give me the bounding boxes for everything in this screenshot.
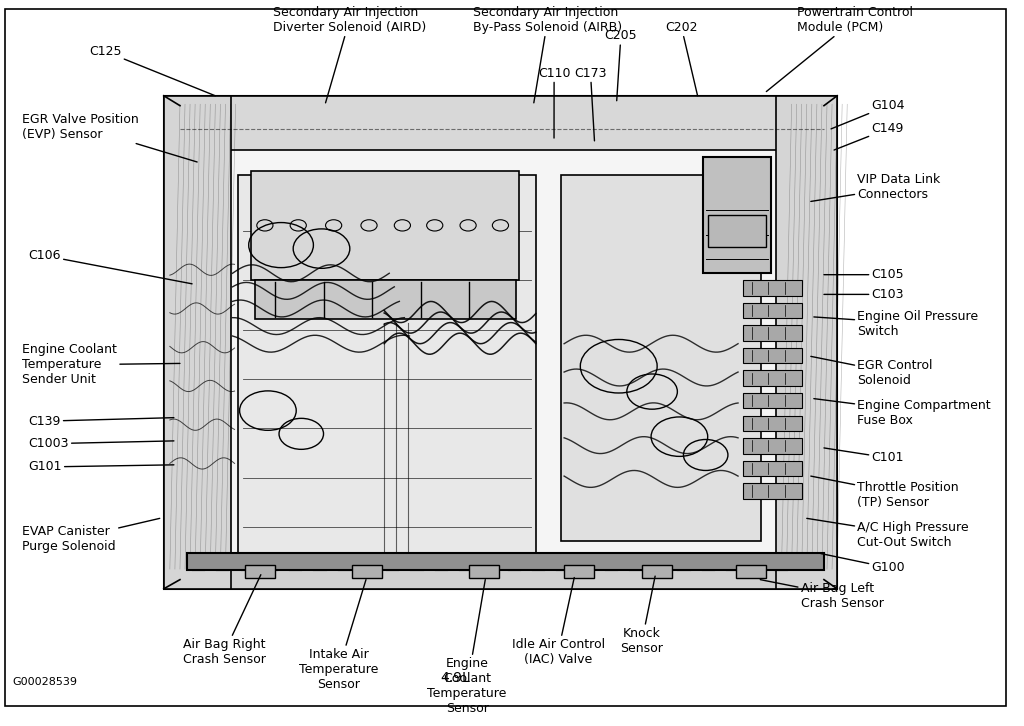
Text: Engine Compartment
Fuse Box: Engine Compartment Fuse Box [814, 399, 991, 427]
Bar [743, 280, 802, 295]
Bar [238, 175, 536, 555]
Text: C202: C202 [666, 21, 697, 96]
Text: Intake Air
Temperature
Sensor: Intake Air Temperature Sensor [299, 579, 379, 691]
Bar [743, 415, 802, 431]
Bar [743, 483, 802, 499]
Bar [164, 96, 230, 589]
Text: C110: C110 [538, 67, 570, 138]
Bar [642, 565, 673, 577]
Text: G00028539: G00028539 [12, 677, 77, 688]
Text: Throttle Position
(TP) Sensor: Throttle Position (TP) Sensor [811, 476, 958, 509]
Bar [743, 325, 802, 341]
Text: C106: C106 [29, 249, 193, 284]
Text: G104: G104 [831, 99, 905, 129]
Text: Engine Coolant
Temperature
Sender Unit: Engine Coolant Temperature Sender Unit [23, 343, 180, 386]
Text: C103: C103 [824, 288, 904, 301]
Bar [245, 565, 275, 577]
Text: EGR Valve Position
(EVP) Sensor: EGR Valve Position (EVP) Sensor [23, 113, 198, 162]
Bar [743, 348, 802, 364]
Bar [702, 157, 771, 273]
Text: C205: C205 [604, 29, 637, 101]
Text: Air Bag Left
Crash Sensor: Air Bag Left Crash Sensor [760, 579, 884, 610]
Bar [164, 563, 837, 589]
Bar [776, 96, 837, 589]
Text: Knock
Sensor: Knock Sensor [621, 576, 664, 655]
Text: G101: G101 [29, 460, 174, 473]
Polygon shape [180, 106, 824, 579]
Text: C125: C125 [89, 45, 215, 96]
Text: C149: C149 [835, 123, 904, 150]
Bar [743, 370, 802, 386]
Text: Powertrain Control
Module (PCM): Powertrain Control Module (PCM) [766, 6, 912, 91]
Bar [743, 460, 802, 476]
Text: C139: C139 [29, 415, 174, 428]
Bar [251, 171, 518, 280]
Bar [187, 553, 824, 571]
Text: 4.9L: 4.9L [440, 672, 470, 685]
Bar [743, 303, 802, 318]
Bar [743, 438, 802, 454]
Text: Secondary Air Injection
Diverter Solenoid (AIRD): Secondary Air Injection Diverter Solenoi… [273, 6, 426, 103]
Text: G100: G100 [821, 553, 905, 574]
Text: Engine
Coolant
Temperature
Sensor: Engine Coolant Temperature Sensor [427, 579, 507, 715]
Bar [352, 565, 382, 577]
Bar [736, 565, 766, 577]
Bar [564, 565, 595, 577]
Text: A/C High Pressure
Cut-Out Switch: A/C High Pressure Cut-Out Switch [807, 518, 969, 550]
Bar [708, 215, 766, 247]
Text: Air Bag Right
Crash Sensor: Air Bag Right Crash Sensor [183, 575, 266, 666]
Text: Idle Air Control
(IAC) Valve: Idle Air Control (IAC) Valve [512, 577, 604, 666]
Bar [743, 393, 802, 409]
Text: Secondary Air Injection
By-Pass Solenoid (AIRB): Secondary Air Injection By-Pass Solenoid… [473, 6, 623, 103]
Polygon shape [164, 96, 837, 589]
Text: C101: C101 [824, 448, 904, 465]
Text: EVAP Canister
Purge Solenoid: EVAP Canister Purge Solenoid [23, 518, 160, 553]
Bar [561, 175, 761, 541]
Text: C1003: C1003 [29, 437, 174, 450]
Text: Engine Oil Pressure
Switch: Engine Oil Pressure Switch [814, 310, 979, 338]
Text: VIP Data Link
Connectors: VIP Data Link Connectors [811, 174, 941, 201]
Text: EGR Control
Solenoid: EGR Control Solenoid [811, 356, 933, 387]
Bar [164, 96, 837, 150]
Text: C105: C105 [824, 268, 904, 281]
Text: C173: C173 [574, 67, 607, 141]
Bar [469, 565, 500, 577]
Bar [255, 280, 516, 319]
